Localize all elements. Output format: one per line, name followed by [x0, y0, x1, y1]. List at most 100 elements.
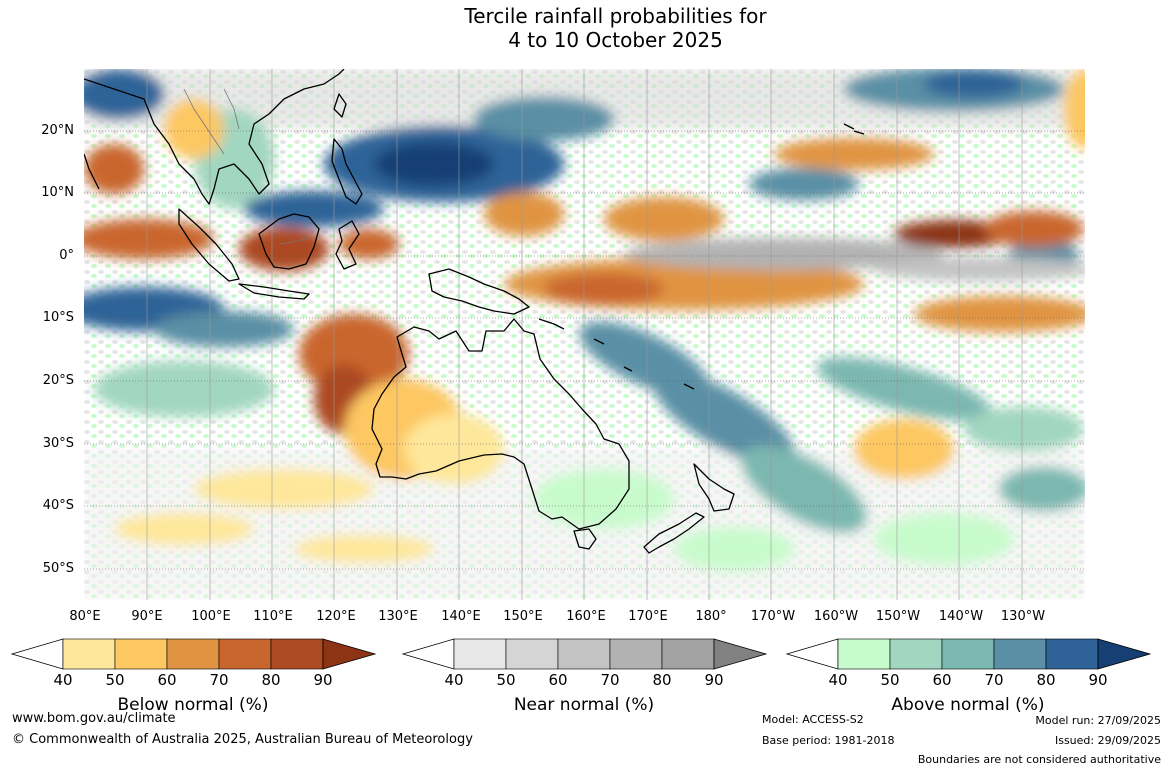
india-coast	[83, 153, 100, 190]
swatch-3	[166, 638, 220, 670]
colorbar-above-swatches	[785, 638, 1152, 670]
tasmania-coast	[573, 528, 597, 550]
sumatra-coast	[178, 208, 240, 282]
lon-label-80e: 80°E	[69, 609, 101, 624]
meridians	[146, 69, 1023, 600]
philippines-coast	[331, 138, 363, 205]
borneo-coast	[258, 213, 320, 270]
swatch-5	[661, 638, 715, 670]
swatch-6	[322, 638, 377, 670]
near-tick-40: 40	[444, 671, 464, 689]
copyright-text: © Commonwealth of Australia 2025, Austra…	[12, 732, 473, 747]
lon-label-180: 180°	[695, 609, 727, 624]
lon-label-120e: 120°E	[316, 609, 356, 624]
lat-label-10n: 10°N	[41, 185, 74, 200]
colorbar-above-normal	[785, 638, 1153, 676]
lon-label-130e: 130°E	[378, 609, 418, 624]
above-tick-40: 40	[828, 671, 848, 689]
swatch-0	[785, 638, 839, 670]
lon-label-100e: 100°E	[191, 609, 231, 624]
colorbar-below-normal	[10, 638, 378, 676]
new-zealand-south	[643, 512, 705, 554]
swatch-2	[889, 638, 943, 670]
lat-label-10s: 10°S	[42, 310, 74, 325]
colorbar-near-swatches	[401, 638, 768, 670]
new-guinea-coast	[428, 268, 530, 315]
lat-label-40s: 40°S	[42, 498, 74, 513]
near-normal-title: Near normal (%)	[513, 695, 655, 715]
lon-label-130w: 130°W	[1000, 609, 1046, 624]
below-tick-90: 90	[313, 671, 333, 689]
lon-label-90e: 90°E	[131, 609, 163, 624]
swatch-2	[505, 638, 559, 670]
colorbar-below-swatches	[10, 638, 377, 670]
swatch-1	[453, 638, 507, 670]
swatch-0	[10, 638, 64, 670]
swatch-4	[993, 638, 1047, 670]
near-tick-60: 60	[548, 671, 568, 689]
graticule	[84, 130, 1085, 570]
lon-label-170e: 170°E	[628, 609, 668, 624]
swatch-6	[713, 638, 768, 670]
swatch-5	[1045, 638, 1099, 670]
rainfall-probability-map	[64, 67, 1104, 600]
model-name: Model: ACCESS-S2	[762, 713, 864, 726]
swatch-1	[837, 638, 891, 670]
swatch-0	[401, 638, 455, 670]
title-line-1: Tercile rainfall probabilities for	[464, 4, 767, 28]
lon-label-140e: 140°E	[441, 609, 481, 624]
swatch-4	[218, 638, 272, 670]
swatch-6	[1097, 638, 1152, 670]
below-tick-80: 80	[261, 671, 281, 689]
probability-field	[64, 67, 1104, 600]
near-tick-80: 80	[652, 671, 672, 689]
lon-label-160e: 160°E	[566, 609, 606, 624]
near-tick-70: 70	[600, 671, 620, 689]
near-tick-90: 90	[704, 671, 724, 689]
website-link[interactable]: www.bom.gov.au/climate	[12, 711, 176, 726]
new-zealand-north	[693, 463, 735, 512]
lat-label-0: 0°	[59, 248, 74, 263]
swatch-1	[62, 638, 116, 670]
above-normal-title: Above normal (%)	[891, 695, 1045, 715]
australia-coast	[371, 318, 630, 530]
lon-label-160w: 160°W	[813, 609, 859, 624]
map-canvas	[64, 67, 1104, 600]
java-coast	[238, 283, 310, 300]
lon-label-150e: 150°E	[503, 609, 543, 624]
title-line-2: 4 to 10 October 2025	[508, 28, 723, 52]
taiwan-coast	[333, 93, 347, 118]
swatch-4	[609, 638, 663, 670]
map-title: Tercile rainfall probabilities for 4 to …	[0, 4, 1173, 52]
country-borders	[183, 88, 310, 245]
below-normal-title: Below normal (%)	[117, 695, 269, 715]
issued-date: Issued: 29/09/2025	[1054, 734, 1161, 747]
lat-label-20s: 20°S	[42, 373, 74, 388]
swatch-3	[941, 638, 995, 670]
swatch-5	[270, 638, 324, 670]
above-tick-90: 90	[1088, 671, 1108, 689]
lon-label-140w: 140°W	[938, 609, 984, 624]
lat-label-30s: 30°S	[42, 436, 74, 451]
coastlines	[83, 68, 865, 554]
above-tick-80: 80	[1036, 671, 1056, 689]
below-tick-40: 40	[53, 671, 73, 689]
near-tick-50: 50	[496, 671, 516, 689]
lat-label-50s: 50°S	[42, 561, 74, 576]
lon-label-150w: 150°W	[875, 609, 921, 624]
lon-label-170w: 170°W	[750, 609, 796, 624]
lon-label-110e: 110°E	[253, 609, 293, 624]
lat-label-20n: 20°N	[41, 123, 74, 138]
swatch-2	[114, 638, 168, 670]
above-tick-60: 60	[932, 671, 952, 689]
boundaries-disclaimer: Boundaries are not considered authoritat…	[917, 753, 1161, 766]
above-tick-70: 70	[984, 671, 1004, 689]
below-tick-50: 50	[105, 671, 125, 689]
below-tick-70: 70	[209, 671, 229, 689]
swatch-3	[557, 638, 611, 670]
model-run-date: Model run: 27/09/2025	[1035, 714, 1161, 727]
base-period: Base period: 1981-2018	[762, 734, 895, 747]
sulawesi-coast	[335, 220, 360, 270]
below-tick-60: 60	[157, 671, 177, 689]
colorbar-near-normal	[401, 638, 769, 676]
